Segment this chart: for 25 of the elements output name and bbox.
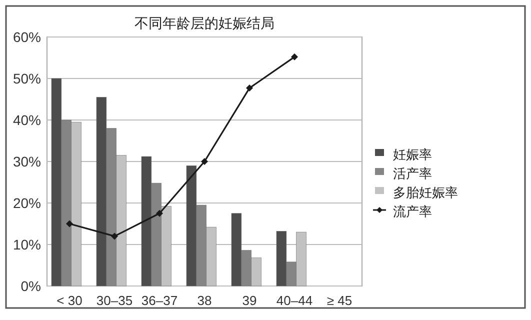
legend-label: 流产率 [393, 204, 432, 219]
point [111, 232, 118, 240]
y-tick-label: 20% [12, 195, 41, 211]
y-tick-label: 30% [12, 154, 41, 170]
y-tick-label: 60% [12, 29, 41, 45]
y-tick-label: 50% [12, 70, 41, 86]
point [66, 220, 73, 228]
x-tick-label: 36–37 [141, 293, 178, 308]
y-tick-label: 10% [12, 236, 41, 252]
x-tick-label: 39 [242, 293, 257, 308]
legend-label: 妊娠率 [393, 147, 432, 162]
y-tick-label: 40% [12, 112, 41, 128]
point [156, 210, 163, 217]
y-tick-label: 0% [20, 278, 41, 294]
legend-label: 活产率 [393, 166, 432, 181]
x-tick-label: < 30 [56, 293, 82, 308]
point [201, 158, 208, 165]
x-tick-label: ≥ 45 [326, 293, 352, 308]
x-tick-label: 30–35 [96, 293, 133, 308]
legend-label: 多胎妊娠率 [393, 185, 458, 200]
chart-title: 不同年龄层的妊娠结局 [134, 15, 274, 31]
point [291, 53, 298, 60]
point [246, 84, 253, 92]
x-tick-label: 38 [197, 293, 212, 308]
x-tick-label: 40–44 [276, 293, 313, 308]
